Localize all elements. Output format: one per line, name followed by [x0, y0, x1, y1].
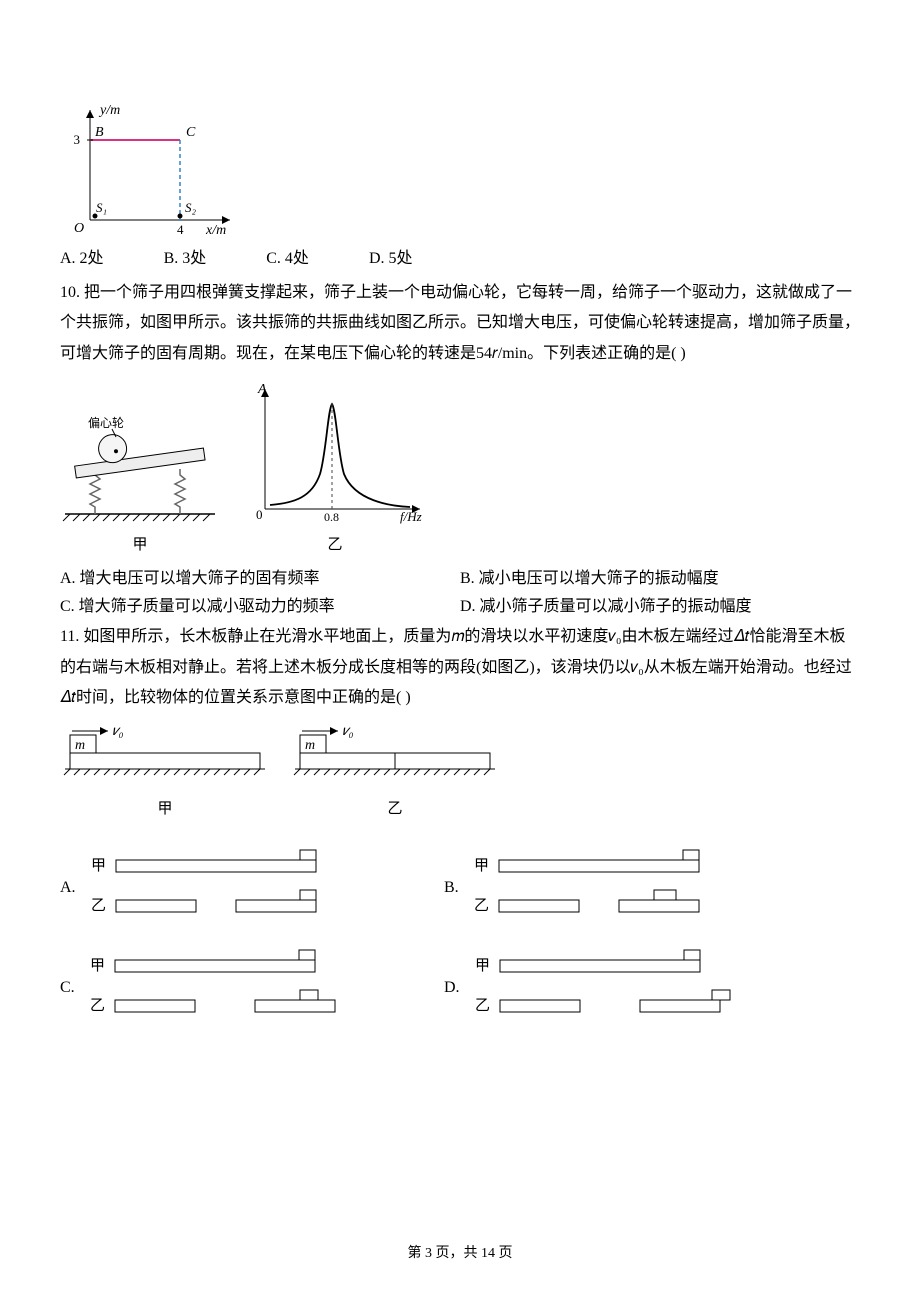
svg-text:乙: 乙 [475, 998, 490, 1014]
q11-v0-1: 𝑣₀ [112, 724, 124, 739]
label-B: B [95, 125, 104, 140]
q10-fig-yi: A 0 0.8 f/Hz [240, 379, 430, 529]
q10-opt-A[interactable]: A. 增大电压可以增大筛子的固有频率 [60, 570, 320, 587]
svg-text:乙: 乙 [91, 898, 106, 914]
q10-fig-jia: 偏心轮 [60, 399, 220, 529]
q11-opt-A[interactable]: A. 甲 乙 [60, 848, 444, 928]
q11-fig1-cap: 甲 [60, 797, 270, 818]
q11-v0-2: 𝑣₀ [342, 724, 354, 739]
q10-fig1-cap: 甲 [60, 533, 220, 554]
q11-answer-grid: A. 甲 乙 B. 甲 乙 [60, 838, 860, 1038]
label-S1: S₁ [96, 200, 107, 215]
q9-options: A. 2处 B. 3处 C. 4处 D. 5处 [60, 244, 860, 268]
q11-A-label: A. [60, 879, 76, 897]
q11-num: 11. [60, 628, 79, 645]
q10-opt-C[interactable]: C. 增大筛子质量可以减小驱动力的频率 [60, 598, 335, 615]
q9-opt-C[interactable]: C. 4处 [266, 244, 309, 268]
ytick-3: 3 [74, 132, 81, 147]
q9-opt-B[interactable]: B. 3处 [164, 244, 207, 268]
svg-text:乙: 乙 [474, 898, 489, 914]
q11-fig2-cap: 乙 [290, 797, 500, 818]
q11-opt-C[interactable]: C. 甲 乙 [60, 948, 444, 1028]
q10-opt-D[interactable]: D. 减小筛子质量可以减小筛子的振动幅度 [460, 598, 752, 615]
q11-initial-figs: m 𝑣₀ 甲 [60, 723, 860, 818]
q10-figures: 偏心轮 甲 A 0 0.8 f/Hz 乙 [60, 379, 860, 554]
q10-num: 10. [60, 284, 80, 301]
xtick-4: 4 [177, 222, 184, 237]
ylabel: y/m [98, 103, 120, 118]
q11-C-label: C. [60, 979, 75, 997]
q10-fig2-tick: 0.8 [324, 510, 339, 524]
q10-fig2-cap: 乙 [240, 533, 430, 554]
svg-text:乙: 乙 [90, 998, 105, 1014]
svg-text:甲: 甲 [90, 958, 105, 974]
q9-figure: B C 3 S₁ S₂ 4 O y/m x/m [60, 100, 860, 240]
q11-body: 如图甲所示，长木板静止在光滑水平地面上，质量为𝑚的滑块以水平初速度𝑣₀由木板左端… [60, 628, 852, 706]
q10-options-row1: A. 增大电压可以增大筛子的固有频率 B. 减小电压可以增大筛子的振动幅度 [60, 564, 860, 588]
xlabel: x/m [205, 223, 226, 238]
q10-fig1-label: 偏心轮 [88, 415, 124, 430]
q11-opt-B[interactable]: B. 甲 乙 [444, 848, 828, 928]
svg-text:甲: 甲 [474, 858, 489, 874]
q10-fig2-xlabel: f/Hz [400, 509, 422, 524]
q11-m-2: m [305, 738, 315, 753]
q10-fig2-ylabel: A [257, 382, 267, 397]
label-O: O [74, 221, 84, 236]
page-footer: 第 3 页，共 14 页 [0, 1242, 920, 1262]
svg-text:甲: 甲 [475, 958, 490, 974]
label-S2: S₂ [185, 200, 197, 215]
q10-options-row2: C. 增大筛子质量可以减小驱动力的频率 D. 减小筛子质量可以减小筛子的振动幅度 [60, 592, 860, 616]
svg-text:甲: 甲 [91, 858, 106, 874]
label-C: C [186, 125, 196, 140]
q10-text: 10. 把一个筛子用四根弹簧支撑起来，筛子上装一个电动偏心轮，它每转一周，给筛子… [60, 278, 860, 369]
q9-opt-D[interactable]: D. 5处 [369, 244, 413, 268]
q11-D-label: D. [444, 979, 460, 997]
q11-fig-jia: m 𝑣₀ [60, 723, 270, 793]
q9-opt-A[interactable]: A. 2处 [60, 244, 104, 268]
q11-fig-yi: m 𝑣₀ [290, 723, 500, 793]
q11-m-1: m [75, 738, 85, 753]
q10-fig2-zero: 0 [256, 507, 263, 522]
q10-body: 把一个筛子用四根弹簧支撑起来，筛子上装一个电动偏心轮，它每转一周，给筛子一个驱动… [60, 284, 860, 362]
q11-B-label: B. [444, 879, 459, 897]
q10-opt-B[interactable]: B. 减小电压可以增大筛子的振动幅度 [460, 570, 719, 587]
q11-text: 11. 如图甲所示，长木板静止在光滑水平地面上，质量为𝑚的滑块以水平初速度𝑣₀由… [60, 622, 860, 713]
q11-opt-D[interactable]: D. 甲 乙 [444, 948, 828, 1028]
